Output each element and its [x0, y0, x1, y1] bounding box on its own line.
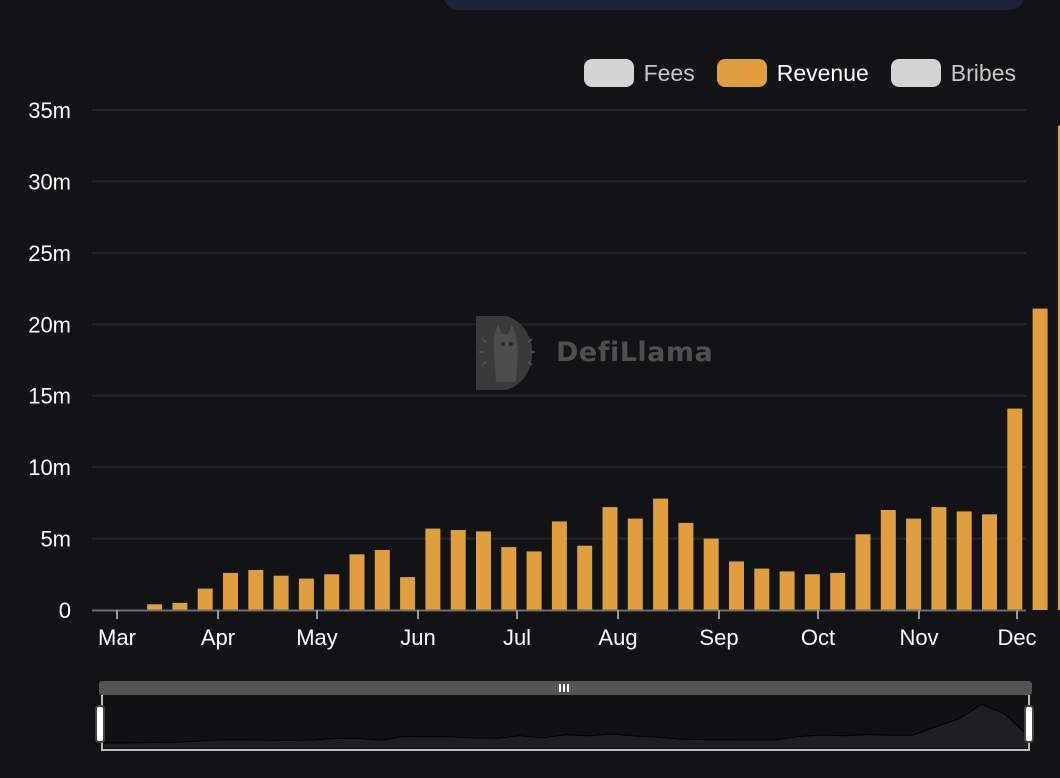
y-tick-label: 35m — [28, 98, 71, 123]
x-tick-label: Sep — [699, 625, 738, 650]
navigator-handle-left[interactable] — [95, 705, 105, 743]
bar[interactable] — [425, 528, 441, 610]
legend-label-bribes: Bribes — [950, 59, 1016, 86]
bar[interactable] — [248, 570, 264, 610]
bar[interactable] — [526, 551, 542, 610]
bar[interactable] — [273, 575, 289, 610]
bar[interactable] — [476, 531, 491, 610]
bar[interactable] — [653, 498, 669, 610]
bar[interactable] — [729, 561, 744, 610]
legend-swatch-revenue — [716, 59, 767, 87]
bar[interactable] — [982, 514, 997, 610]
bar-series-revenue — [147, 125, 1060, 610]
navigator-window[interactable] — [101, 695, 1030, 751]
bar[interactable] — [602, 507, 618, 610]
y-tick-label: 0 — [59, 598, 71, 623]
bar[interactable] — [906, 518, 922, 610]
scrollbar-grip-icon[interactable] — [559, 684, 571, 692]
bar[interactable] — [551, 521, 567, 610]
x-tick-label: Apr — [201, 625, 235, 650]
x-tick-label: May — [296, 625, 338, 650]
bar[interactable] — [400, 577, 416, 610]
bar[interactable] — [627, 518, 643, 610]
llama-logo-icon — [476, 316, 535, 390]
x-tick-label: Nov — [899, 625, 938, 650]
navigator-scrollbar[interactable] — [99, 681, 1032, 695]
bar[interactable] — [956, 511, 972, 610]
bar[interactable] — [678, 522, 694, 610]
legend-item-bribes[interactable]: Bribes — [890, 59, 1016, 87]
y-tick-label: 25m — [28, 241, 71, 266]
range-navigator[interactable] — [95, 681, 1034, 751]
legend-swatch-fees — [583, 59, 634, 87]
bar[interactable] — [830, 572, 846, 610]
bar[interactable] — [880, 510, 896, 610]
revenue-bar-chart: 0 5m 10m 15m 20m 25m 30m 35m Mar Apr May Jun Jul Aug… — [28, 98, 1060, 650]
bar[interactable] — [450, 530, 466, 610]
y-tick-label: 15m — [28, 384, 71, 409]
legend-label-fees: Fees — [643, 59, 695, 86]
bar[interactable] — [855, 534, 871, 610]
bar[interactable] — [298, 578, 314, 610]
x-axis: Mar Apr May Jun Jul Aug Sep Oct Nov Dec — [92, 609, 1037, 650]
bar[interactable] — [754, 568, 770, 610]
bar[interactable] — [501, 547, 517, 610]
x-tick-label: Jun — [400, 625, 435, 650]
chart-legend: Fees Revenue Bribes — [583, 59, 1016, 87]
bar[interactable] — [172, 602, 188, 610]
watermark-text: DefiLlama — [556, 336, 714, 368]
bar[interactable] — [197, 588, 213, 610]
bar[interactable] — [1032, 308, 1048, 610]
x-tick-label: Aug — [598, 625, 637, 650]
watermark: DefiLlama — [472, 312, 713, 392]
bar[interactable] — [147, 604, 163, 610]
y-tick-label: 10m — [28, 455, 71, 480]
legend-swatch-bribes — [890, 59, 941, 87]
y-tick-label: 20m — [28, 312, 71, 337]
x-tick-label: Jul — [503, 625, 531, 650]
bar[interactable] — [349, 554, 365, 610]
x-tick-label: Dec — [997, 625, 1036, 650]
bar[interactable] — [703, 538, 719, 610]
navigator-handle-right[interactable] — [1024, 705, 1034, 743]
y-tick-label: 30m — [28, 169, 71, 194]
grid-lines — [92, 109, 1026, 540]
bar[interactable] — [779, 571, 795, 610]
bar[interactable] — [223, 572, 238, 610]
legend-item-revenue[interactable]: Revenue — [716, 59, 869, 87]
navigator-preview-series — [102, 703, 1029, 750]
bar[interactable] — [1007, 408, 1023, 610]
bar[interactable] — [374, 550, 390, 610]
bar[interactable] — [577, 545, 593, 610]
x-tick-label: Mar — [98, 625, 136, 650]
y-tick-label: 5m — [40, 527, 71, 552]
navigator-area — [102, 703, 1029, 750]
y-axis-ticks: 0 5m 10m 15m 20m 25m 30m 35m — [28, 98, 71, 623]
legend-label-revenue: Revenue — [776, 59, 869, 86]
bar[interactable] — [804, 574, 820, 610]
x-tick-label: Oct — [801, 625, 835, 650]
header-panel-edge — [444, 0, 1024, 10]
bar[interactable] — [324, 574, 340, 610]
bar[interactable] — [931, 507, 947, 610]
bar[interactable] — [1057, 125, 1060, 610]
legend-item-fees[interactable]: Fees — [583, 59, 695, 87]
